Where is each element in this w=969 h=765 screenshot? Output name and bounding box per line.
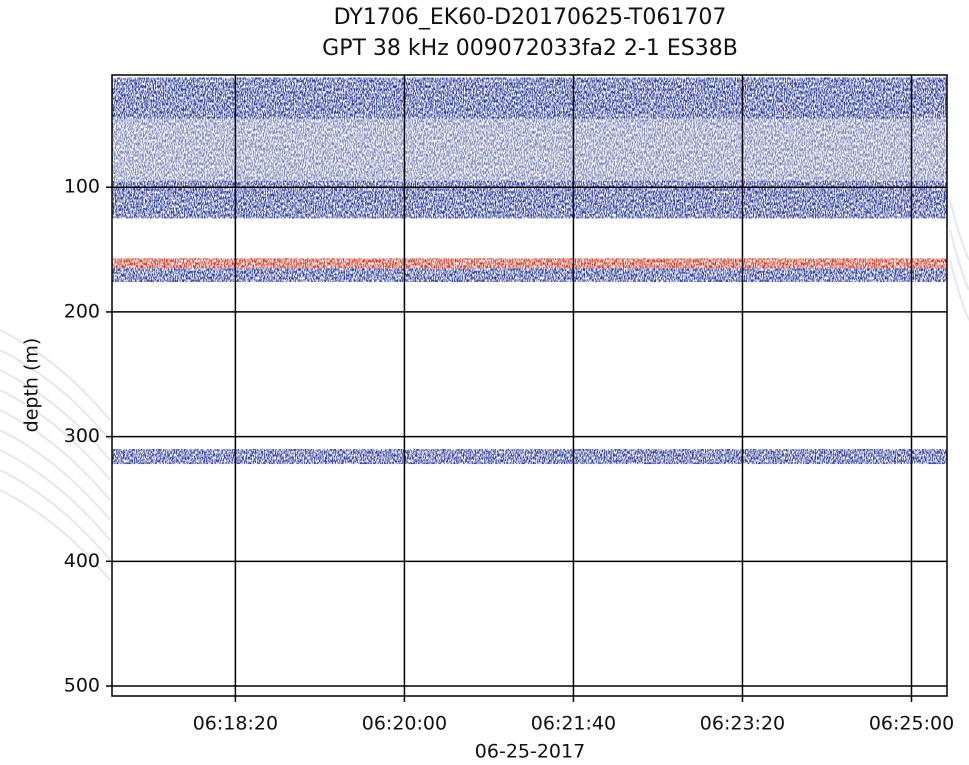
x-axis-label: 06-25-2017 bbox=[475, 741, 585, 763]
background-swirls bbox=[0, 199, 969, 581]
x-tick-label: 06:23:20 bbox=[700, 713, 785, 735]
y-tick-label: 200 bbox=[64, 300, 100, 322]
echo-layer bbox=[112, 268, 947, 282]
echo-layers bbox=[112, 77, 947, 465]
y-axis-label: depth (m) bbox=[21, 338, 43, 433]
x-tick-label: 06:25:00 bbox=[869, 713, 954, 735]
x-tick-label: 06:20:00 bbox=[362, 713, 447, 735]
echo-layer bbox=[112, 77, 947, 119]
echo-layer bbox=[112, 449, 947, 465]
chart-subtitle: GPT 38 kHz 009072033fa2 2-1 ES38B bbox=[322, 36, 738, 61]
y-tick-label: 500 bbox=[64, 675, 100, 697]
plot-frame bbox=[111, 74, 948, 697]
y-tick-label: 400 bbox=[64, 550, 100, 572]
chart-title: DY1706_EK60-D20170625-T061707 bbox=[334, 5, 727, 30]
echo-layer bbox=[112, 118, 947, 181]
echo-layer bbox=[112, 258, 947, 269]
y-tick-label: 100 bbox=[64, 176, 100, 198]
x-tick-label: 06:21:40 bbox=[531, 713, 616, 735]
x-tick-label: 06:18:20 bbox=[193, 713, 278, 735]
grid bbox=[106, 75, 947, 702]
y-tick-label: 300 bbox=[64, 425, 100, 447]
